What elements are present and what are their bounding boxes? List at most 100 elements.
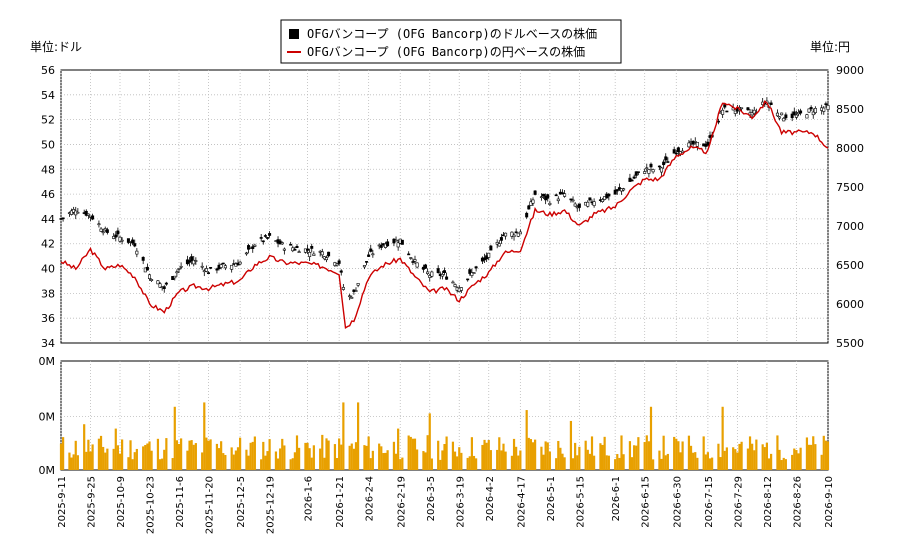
candle-body: [445, 276, 449, 280]
volume-bar: [171, 458, 174, 470]
volume-bar: [578, 446, 581, 470]
volume-bar: [475, 458, 478, 470]
volume-bar: [458, 447, 461, 470]
volume-bar: [380, 446, 383, 470]
candle-body: [474, 266, 478, 269]
volume-bar: [133, 452, 136, 470]
volume-bar: [590, 436, 594, 470]
right-tick-label: 8500: [836, 103, 864, 116]
volume-bar: [352, 448, 355, 470]
candle-body: [394, 239, 398, 242]
volume-bar: [323, 457, 326, 470]
candle-body: [135, 250, 139, 255]
x-tick-label: 2026-8-26: [792, 476, 803, 528]
candle-body: [379, 244, 383, 248]
candle-body: [826, 105, 830, 110]
volume-bar: [732, 447, 735, 470]
volume-bar: [407, 435, 410, 470]
candle-body: [263, 235, 267, 237]
candle-body: [335, 263, 339, 266]
volume-bar: [689, 445, 693, 470]
candle-body: [649, 163, 653, 168]
candle-body: [86, 213, 90, 216]
candle-body: [809, 107, 813, 110]
volume-bar: [192, 444, 195, 470]
volume-tick-label: 0M: [39, 355, 56, 368]
volume-bar: [740, 441, 743, 470]
volume-bar: [614, 459, 617, 470]
candle-body: [244, 252, 248, 255]
candle-body: [790, 113, 794, 119]
volume-bar: [335, 457, 339, 470]
candle-body: [470, 272, 474, 276]
candle-body: [293, 249, 297, 251]
volume-bar: [738, 443, 741, 470]
volume-bar: [460, 452, 463, 470]
candle-body: [120, 239, 124, 242]
volume-bar: [325, 438, 328, 470]
volume-bar: [483, 439, 486, 470]
volume-bar: [814, 444, 817, 470]
candle-body: [601, 199, 605, 202]
candle-body: [554, 194, 558, 197]
volume-bar: [298, 447, 301, 470]
candle-body: [664, 156, 668, 161]
volume-bar: [283, 445, 286, 470]
volume-bar: [173, 406, 176, 470]
volume-bar: [85, 451, 88, 470]
candle-body: [133, 243, 137, 247]
volume-bar: [70, 457, 73, 470]
volume-bar: [807, 444, 811, 470]
candle-body: [571, 199, 575, 202]
volume-bar: [544, 441, 547, 470]
x-tick-label: 2026-8-12: [763, 476, 774, 528]
volume-bar: [209, 439, 212, 470]
candle-body: [586, 201, 590, 207]
price-panel: 34 36 38 40 42 44 46 48 50 52 54 56 5500 6000 6500 7000…: [41, 64, 864, 350]
candle-body: [221, 262, 225, 265]
volume-bar: [692, 452, 695, 470]
candle-body: [230, 264, 234, 270]
volume-bar: [251, 441, 254, 470]
candle-body: [592, 201, 596, 206]
volume-bar: [633, 445, 636, 470]
candle-body: [204, 268, 208, 272]
volume-bar: [765, 442, 768, 470]
candle-body: [468, 269, 472, 274]
jpy-price-line: [60, 100, 829, 329]
candle-body: [192, 259, 196, 265]
candle-body: [563, 193, 567, 197]
candle-body: [131, 239, 135, 244]
volume-bar: [706, 452, 709, 470]
candle-body: [126, 238, 130, 243]
x-tick-label: 2026-7-29: [733, 476, 744, 528]
volume-bars: [59, 402, 830, 470]
right-axis-unit: 単位:円: [810, 39, 850, 54]
volume-bar: [645, 435, 648, 470]
candle-body: [76, 211, 80, 214]
volume-bar: [542, 454, 545, 470]
volume-bar: [426, 435, 429, 470]
volume-bar: [767, 458, 771, 470]
volume-bar: [588, 453, 591, 470]
right-tick-label: 9000: [836, 64, 864, 77]
volume-bar: [822, 435, 825, 470]
candle-body: [156, 280, 160, 285]
volume-bar: [487, 440, 490, 470]
volume-bar: [304, 442, 307, 470]
candle-body: [430, 271, 434, 277]
candle-body: [542, 193, 546, 197]
volume-bar: [177, 443, 181, 470]
volume-bar: [677, 441, 680, 470]
volume-bar: [83, 424, 86, 470]
left-tick-label: 50: [41, 138, 55, 151]
volume-bar: [262, 441, 265, 470]
volume-bar: [826, 441, 830, 470]
volume-bar: [312, 445, 315, 470]
candle-body: [407, 253, 411, 256]
candle-body: [310, 245, 314, 249]
volume-bar: [681, 441, 684, 470]
candle-body: [320, 251, 324, 256]
volume-bar: [485, 442, 488, 470]
candle-body: [209, 267, 213, 269]
